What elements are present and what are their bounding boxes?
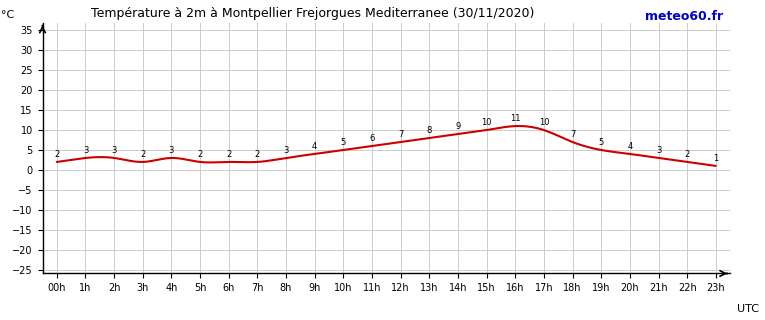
Text: °C: °C [2, 10, 15, 20]
Text: 2: 2 [140, 150, 145, 159]
Text: 4: 4 [627, 142, 633, 151]
Text: 3: 3 [169, 146, 174, 155]
Text: 10: 10 [539, 118, 549, 127]
Text: 1: 1 [713, 154, 718, 163]
Text: 5: 5 [598, 138, 604, 147]
Text: Température à 2m à Montpellier Frejorgues Mediterranee (30/11/2020): Température à 2m à Montpellier Frejorgue… [90, 7, 534, 20]
Text: 11: 11 [510, 114, 520, 123]
Text: 2: 2 [685, 150, 690, 159]
Text: 2: 2 [54, 150, 60, 159]
Text: 9: 9 [455, 122, 461, 131]
Text: 3: 3 [112, 146, 117, 155]
Text: 3: 3 [656, 146, 661, 155]
Text: 3: 3 [83, 146, 88, 155]
Text: 10: 10 [481, 118, 492, 127]
Text: 3: 3 [283, 146, 288, 155]
Text: 6: 6 [369, 134, 375, 143]
Text: 2: 2 [197, 150, 203, 159]
Text: 7: 7 [570, 130, 575, 139]
Text: 2: 2 [226, 150, 231, 159]
Text: 5: 5 [340, 138, 346, 147]
Text: meteo60.fr: meteo60.fr [645, 10, 723, 23]
Text: 2: 2 [255, 150, 260, 159]
Text: 8: 8 [427, 126, 432, 135]
Text: UTC: UTC [737, 304, 759, 314]
Text: 4: 4 [312, 142, 317, 151]
Text: 7: 7 [398, 130, 403, 139]
